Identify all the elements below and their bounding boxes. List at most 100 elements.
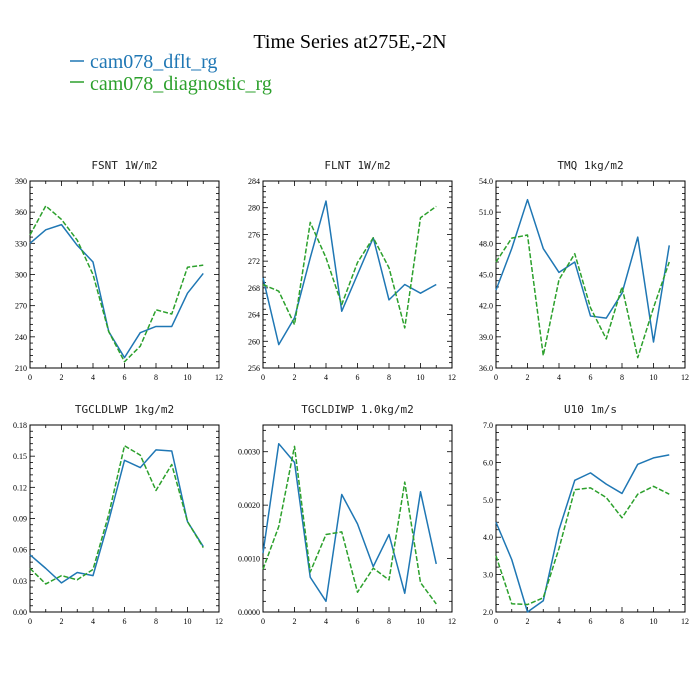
xtick-label: 12 <box>448 617 456 626</box>
ytick-label: 5.0 <box>483 496 493 505</box>
ytick-label: 0.18 <box>13 421 27 430</box>
series-line-diagnostic-1 <box>262 205 437 329</box>
xtick-label: 0 <box>494 373 498 382</box>
series-line-diagnostic-0 <box>29 205 204 363</box>
ytick-label: 284 <box>248 177 260 186</box>
xtick-label: 8 <box>154 373 158 382</box>
xtick-label: 8 <box>620 373 624 382</box>
panel-grid: FSNT 1W/m20 2 4 6 8 10 12210240270300330360390… <box>13 159 689 626</box>
ytick-label: 6.0 <box>483 458 493 467</box>
ytick-label: 276 <box>248 230 260 239</box>
ytick-label: 4.0 <box>483 533 493 542</box>
ytick-label: 0.0010 <box>238 555 260 564</box>
ytick-label: 210 <box>15 364 27 373</box>
panel-title-0: FSNT 1W/m2 <box>91 159 157 172</box>
ytick-label: 0.06 <box>13 546 27 555</box>
ytick-label: 54.0 <box>479 177 493 186</box>
ytick-label: 300 <box>15 271 27 280</box>
xtick-label: 10 <box>184 617 192 626</box>
xtick-label: 0 <box>261 617 265 626</box>
ytick-label: 256 <box>248 364 260 373</box>
xtick-label: 6 <box>123 373 127 382</box>
ytick-label: 0.00 <box>13 608 27 617</box>
xtick-label: 2 <box>293 617 297 626</box>
xtick-label: 12 <box>681 617 689 626</box>
legend-label-dflt: cam078_dflt_rg <box>90 51 217 73</box>
ytick-label: 0.03 <box>13 577 27 586</box>
xtick-label: 2 <box>60 617 64 626</box>
series-line-diagnostic-4 <box>262 445 437 605</box>
axes-frame-0 <box>29 180 220 369</box>
ytick-label: 360 <box>15 208 27 217</box>
ytick-label: 0.0030 <box>238 448 260 457</box>
panel-title-3: TGCLDLWP 1kg/m2 <box>75 403 174 416</box>
xtick-label: 6 <box>589 617 593 626</box>
series-line-dflt-4 <box>262 442 437 603</box>
ytick-label: 260 <box>248 337 260 346</box>
xtick-label: 8 <box>154 617 158 626</box>
ytick-label: 272 <box>248 257 260 266</box>
xtick-label: 10 <box>184 373 192 382</box>
xtick-label: 0 <box>494 617 498 626</box>
xtick-label: 0 <box>261 373 265 382</box>
xtick-label: 6 <box>123 617 127 626</box>
series-line-diagnostic-2 <box>495 234 670 359</box>
series-line-dflt-2 <box>495 198 670 343</box>
panel-title-5: U10 1m/s <box>564 403 617 416</box>
ytick-label: 51.0 <box>479 208 493 217</box>
xtick-label: 4 <box>557 373 561 382</box>
xtick-label: 2 <box>526 617 530 626</box>
ytick-label: 268 <box>248 284 260 293</box>
ytick-label: 36.0 <box>479 364 493 373</box>
ytick-label: 270 <box>15 302 27 311</box>
xtick-label: 10 <box>417 617 425 626</box>
ytick-label: 280 <box>248 204 260 213</box>
series-line-dflt-0 <box>29 223 204 359</box>
axes-frame-4 <box>262 424 453 613</box>
series-line-diagnostic-3 <box>29 445 204 585</box>
xtick-label: 12 <box>681 373 689 382</box>
chart-panel-3: TGCLDLWP 1kg/m2 0 2 4 6 8 10 12 0.00 0.03 0.06 0.09… <box>13 403 223 626</box>
legend-label-diagnostic: cam078_diagnostic_rg <box>90 73 272 95</box>
ytick-label: 0.12 <box>13 483 27 492</box>
series-line-dflt-5 <box>495 454 670 613</box>
xtick-label: 2 <box>293 373 297 382</box>
chart-panel-1: FLNT 1W/m2 0 2 4 6 8 10 12 256 260 264 268 272 276 280… <box>248 159 456 382</box>
xtick-label: 0 <box>28 617 32 626</box>
ytick-label: 39.0 <box>479 333 493 342</box>
panel-title-2: TMQ 1kg/m2 <box>557 159 623 172</box>
xtick-label: 4 <box>91 617 95 626</box>
figure-title: Time Series at275E,-2N <box>253 31 446 53</box>
ytick-label: 264 <box>248 311 260 320</box>
series-line-diagnostic-5 <box>495 485 670 606</box>
xtick-label: 10 <box>417 373 425 382</box>
legend: cam078_dflt_rg cam078_diagnostic_rg <box>70 51 272 95</box>
xtick-label: 2 <box>526 373 530 382</box>
legend-entry-dflt: cam078_dflt_rg <box>70 51 217 73</box>
xtick-label: 0 <box>28 373 32 382</box>
xtick-label: 4 <box>324 617 328 626</box>
ytick-label: 7.0 <box>483 421 493 430</box>
ytick-label: 0.15 <box>13 452 27 461</box>
xtick-label: 8 <box>620 617 624 626</box>
xtick-label: 4 <box>91 373 95 382</box>
ytick-label: 0.09 <box>13 515 27 524</box>
xtick-label: 2 <box>60 373 64 382</box>
chart-panel-4: TGCLDIWP 1.0kg/m2 0 2 4 6 8 10 12 0.0000 0.0010 0.… <box>238 403 456 626</box>
xtick-label: 10 <box>650 373 658 382</box>
ytick-label: 390 <box>15 177 27 186</box>
legend-entry-diagnostic: cam078_diagnostic_rg <box>70 73 272 95</box>
panel-title-4: TGCLDIWP 1.0kg/m2 <box>301 403 414 416</box>
xtick-label: 12 <box>448 373 456 382</box>
xtick-label: 4 <box>557 617 561 626</box>
xtick-label: 4 <box>324 373 328 382</box>
xtick-label: 6 <box>356 373 360 382</box>
ytick-label: 2.0 <box>483 608 493 617</box>
axes-frame-5 <box>495 424 686 613</box>
xtick-label: 12 <box>215 373 223 382</box>
chart-panel-2: TMQ 1kg/m2 0 2 4 6 8 10 12 36.0 39.0 42.0 45.0 48.0 5… <box>479 159 689 382</box>
xtick-label: 6 <box>356 617 360 626</box>
ytick-label: 42.0 <box>479 302 493 311</box>
xtick-label: 6 <box>589 373 593 382</box>
